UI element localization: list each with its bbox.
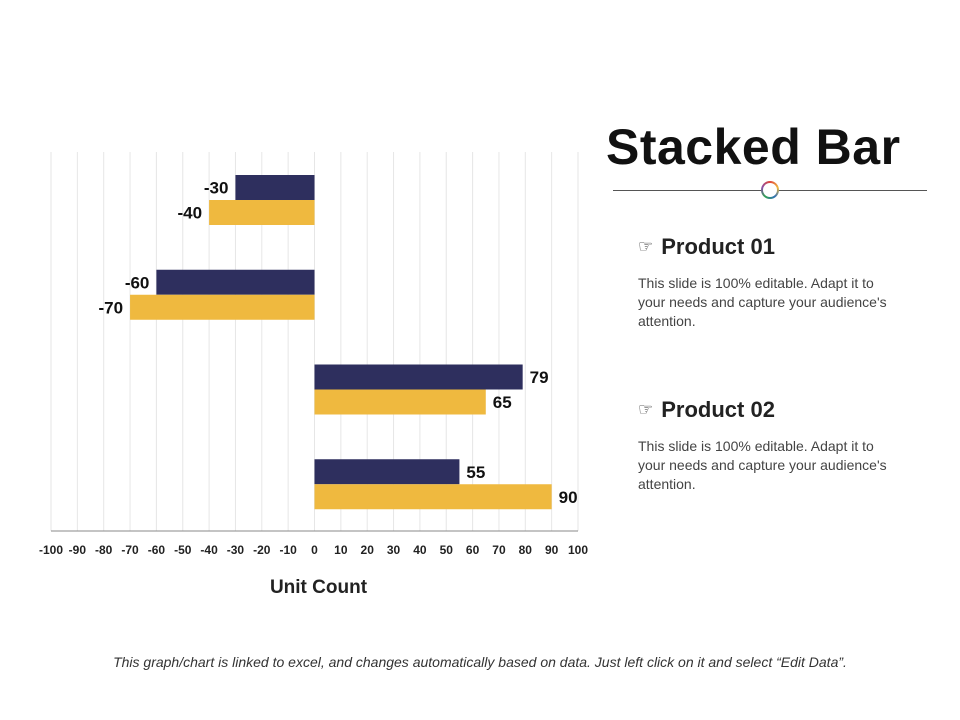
chart-bars (130, 175, 552, 510)
ring-icon (761, 181, 779, 199)
x-tick-label: 40 (413, 543, 427, 557)
x-tick-label: 30 (387, 543, 401, 557)
x-tick-label: -50 (174, 543, 192, 557)
data-label: 65 (493, 393, 512, 412)
product-description: This slide is 100% editable. Adapt it to… (638, 275, 887, 329)
x-tick-label: -40 (200, 543, 218, 557)
slide-title: Stacked Bar (606, 119, 901, 175)
data-label: -60 (125, 273, 150, 292)
product-description: This slide is 100% editable. Adapt it to… (638, 438, 887, 492)
x-tick-label: -20 (253, 543, 271, 557)
x-tick-label: -60 (148, 543, 166, 557)
bar (156, 269, 315, 295)
x-tick-label: 90 (545, 543, 559, 557)
x-tick-label: 100 (568, 543, 588, 557)
x-tick-label: -30 (227, 543, 245, 557)
product-block-2: ☞ Product 02 This slide is 100% editable… (638, 397, 898, 494)
x-tick-label: -90 (69, 543, 87, 557)
x-tick-label: -80 (95, 543, 113, 557)
bar (209, 200, 315, 225)
x-tick-label: 0 (311, 543, 318, 557)
data-label: 90 (559, 488, 578, 507)
pointing-hand-icon: ☞ (638, 400, 654, 419)
bar (314, 364, 523, 390)
product-name: Product 02 (661, 397, 775, 422)
x-tick-label: 60 (466, 543, 480, 557)
bar (314, 389, 486, 415)
x-tick-label: 10 (334, 543, 348, 557)
x-tick-label: -10 (279, 543, 297, 557)
data-label: 55 (466, 463, 485, 482)
x-tick-label: 50 (440, 543, 454, 557)
x-tick-label: 80 (519, 543, 533, 557)
x-axis-title: Unit Count (270, 577, 368, 598)
x-tick-label: 20 (361, 543, 375, 557)
pointing-hand-icon: ☞ (638, 237, 654, 256)
footer-note: This graph/chart is linked to excel, and… (113, 654, 847, 670)
data-label: -70 (98, 298, 123, 317)
x-tick-label: -100 (39, 543, 63, 557)
x-tick-label: 70 (492, 543, 506, 557)
chart-x-tick-labels: -100 -90 -80 -70 -60 -50 -40 -30 -20 -10 0 10 20 30 40… (39, 543, 588, 557)
bar (314, 484, 552, 510)
chart-data-labels: -30-40 -60-70 79 65 55 90 (98, 179, 577, 507)
bar (314, 459, 460, 485)
data-label: -40 (178, 204, 203, 223)
bar (130, 294, 315, 320)
x-tick-label: -70 (121, 543, 139, 557)
product-name: Product 01 (661, 234, 775, 259)
data-label: -30 (204, 179, 229, 198)
bar (235, 175, 315, 200)
product-block-1: ☞ Product 01 This slide is 100% editable… (638, 234, 898, 331)
data-label: 79 (530, 368, 549, 387)
